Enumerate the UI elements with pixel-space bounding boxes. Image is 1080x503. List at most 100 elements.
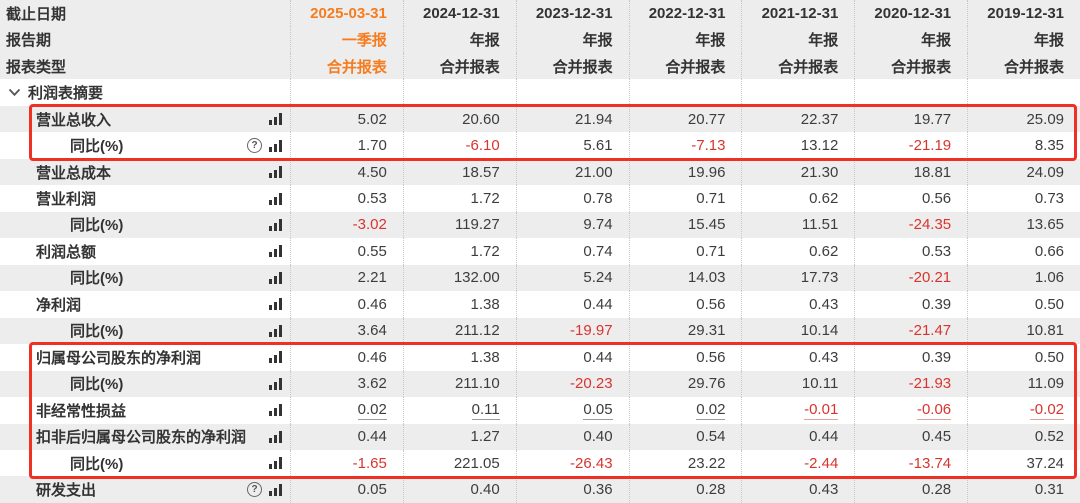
value-cell: 13.12 [741,132,854,159]
bar-chart-icon[interactable] [269,430,282,443]
value-cell: 2.21 [290,264,403,292]
table-body: 营业总收入 5.02 20.60 21.94 20.77 22.37 19.77 25.09 同… [0,105,1080,503]
row-label: 利润总额 [36,243,97,261]
header-cell: 合并报表 [741,52,854,80]
header-cell: 年报 [402,26,516,53]
bar-chart-icon[interactable] [269,218,282,231]
row-icons [269,192,290,205]
bar-chart-icon[interactable] [269,457,282,470]
table-row: 扣非后归属母公司股东的净利润 0.44 1.27 0.40 0.54 0.44 0.45 0.… [0,423,1080,450]
value-cell: 1.38 [402,344,516,371]
header-cell: 2025-03-31 [290,0,403,27]
value-cell: 0.56 [628,291,742,318]
bar-chart-icon[interactable] [269,192,282,205]
table-row: 营业总收入 5.02 20.60 21.94 20.77 22.37 19.77 25.09 [0,105,1080,133]
value-cell: 0.55 [290,238,403,265]
row-icons [269,377,290,390]
value-cell: 8.35 [967,132,1080,159]
value-cell: 0.44 [515,344,629,371]
value-cell[interactable]: -0.06 [854,397,967,424]
bar-chart-icon[interactable] [269,166,282,179]
question-icon[interactable]: ? [247,482,262,498]
row-label: 同比(%) [70,217,124,235]
section-header-row[interactable]: 利润表摘要 [0,79,1080,106]
value-cell: 21.00 [515,158,629,186]
value-cell: 0.40 [402,476,516,503]
bar-chart-icon[interactable] [269,377,282,390]
value-cell: 0.44 [290,423,403,450]
bar-chart-icon[interactable] [269,298,282,311]
value-cell: 18.57 [402,158,516,186]
value-cell: 23.22 [628,449,742,477]
bar-chart-icon[interactable] [269,113,282,126]
question-icon[interactable]: ? [247,138,262,154]
table-row: 同比(%) 2.21 132.00 5.24 14.03 17.73 -20.21 1.06 [0,264,1080,292]
row-label-cell: 利润总额 [0,238,290,264]
value-cell: 0.53 [854,238,967,265]
value-cell: 0.43 [741,291,854,318]
value-cell: -1.65 [290,449,403,477]
header-cell: 2021-12-31 [741,0,854,27]
header-row: 截止日期 2025-03-31 2024-12-31 2023-12-31 2022-1… [0,0,1080,27]
row-icons [269,166,290,179]
value-cell: -7.13 [628,132,742,159]
bar-chart-icon[interactable] [269,271,282,284]
bar-chart-icon[interactable] [269,404,282,417]
table-row: 归属母公司股东的净利润 0.46 1.38 0.44 0.56 0.43 0.39 0.50 [0,344,1080,371]
row-label-cell: 营业利润 [0,185,290,211]
table-header: 截止日期 2025-03-31 2024-12-31 2023-12-31 2022-1… [0,0,1080,80]
value-cell: 0.28 [628,476,742,503]
value-cell: 0.46 [290,291,403,318]
header-cell: 2019-12-31 [967,0,1080,27]
value-cell: -21.47 [854,317,967,345]
value-cell[interactable]: 0.02 [628,397,742,424]
row-label-cell: 同比(%) [0,450,290,476]
value-cell[interactable]: -0.01 [741,397,854,424]
value-cell: -24.35 [854,211,967,239]
value-cell: 20.77 [628,105,742,133]
row-icons [269,271,290,284]
bar-chart-icon[interactable] [269,351,282,364]
bar-chart-icon[interactable] [269,324,282,337]
value-cell: 0.71 [628,238,742,265]
value-cell[interactable]: 0.05 [515,397,629,424]
header-cell: 年报 [515,26,629,53]
value-cell: 0.56 [628,344,742,371]
value-cell: 29.76 [628,370,742,398]
header-cell: 合并报表 [290,52,403,80]
table-row: 同比(%) 3.64 211.12 -19.97 29.31 10.14 -21.47 10.… [0,317,1080,345]
value-cell: 19.96 [628,158,742,186]
table-row: 利润总额 0.55 1.72 0.74 0.71 0.62 0.53 0.66 [0,238,1080,265]
header-cell: 合并报表 [402,52,516,80]
bar-chart-icon[interactable] [269,245,282,258]
section-empty-cell [628,79,742,106]
value-cell: -19.97 [515,317,629,345]
value-cell: 37.24 [967,449,1080,477]
row-icons: ? [247,138,290,154]
value-cell: 221.05 [402,449,516,477]
bar-chart-icon[interactable] [269,483,282,496]
value-cell: 0.28 [854,476,967,503]
bar-chart-icon[interactable] [269,139,282,152]
value-cell: 10.81 [967,317,1080,345]
value-cell: -20.23 [515,370,629,398]
value-cell: 25.09 [967,105,1080,133]
value-cell: 21.94 [515,105,629,133]
value-cell: 5.61 [515,132,629,159]
header-cell: 合并报表 [854,52,967,80]
header-row-label: 截止日期 [6,5,67,23]
value-cell: -3.02 [290,211,403,239]
value-cell: 0.78 [515,185,629,212]
value-cell: 211.10 [402,370,516,398]
row-icons [269,324,290,337]
value-cell[interactable]: 0.02 [290,397,403,424]
row-icons [269,113,290,126]
row-icons [269,430,290,443]
table-row: 净利润 0.46 1.38 0.44 0.56 0.43 0.39 0.50 [0,291,1080,318]
value-cell[interactable]: 0.11 [402,397,516,424]
value-cell: 0.56 [854,185,967,212]
value-cell: -21.93 [854,370,967,398]
value-cell[interactable]: -0.02 [967,397,1080,424]
section-label-cell[interactable]: 利润表摘要 [0,79,290,105]
